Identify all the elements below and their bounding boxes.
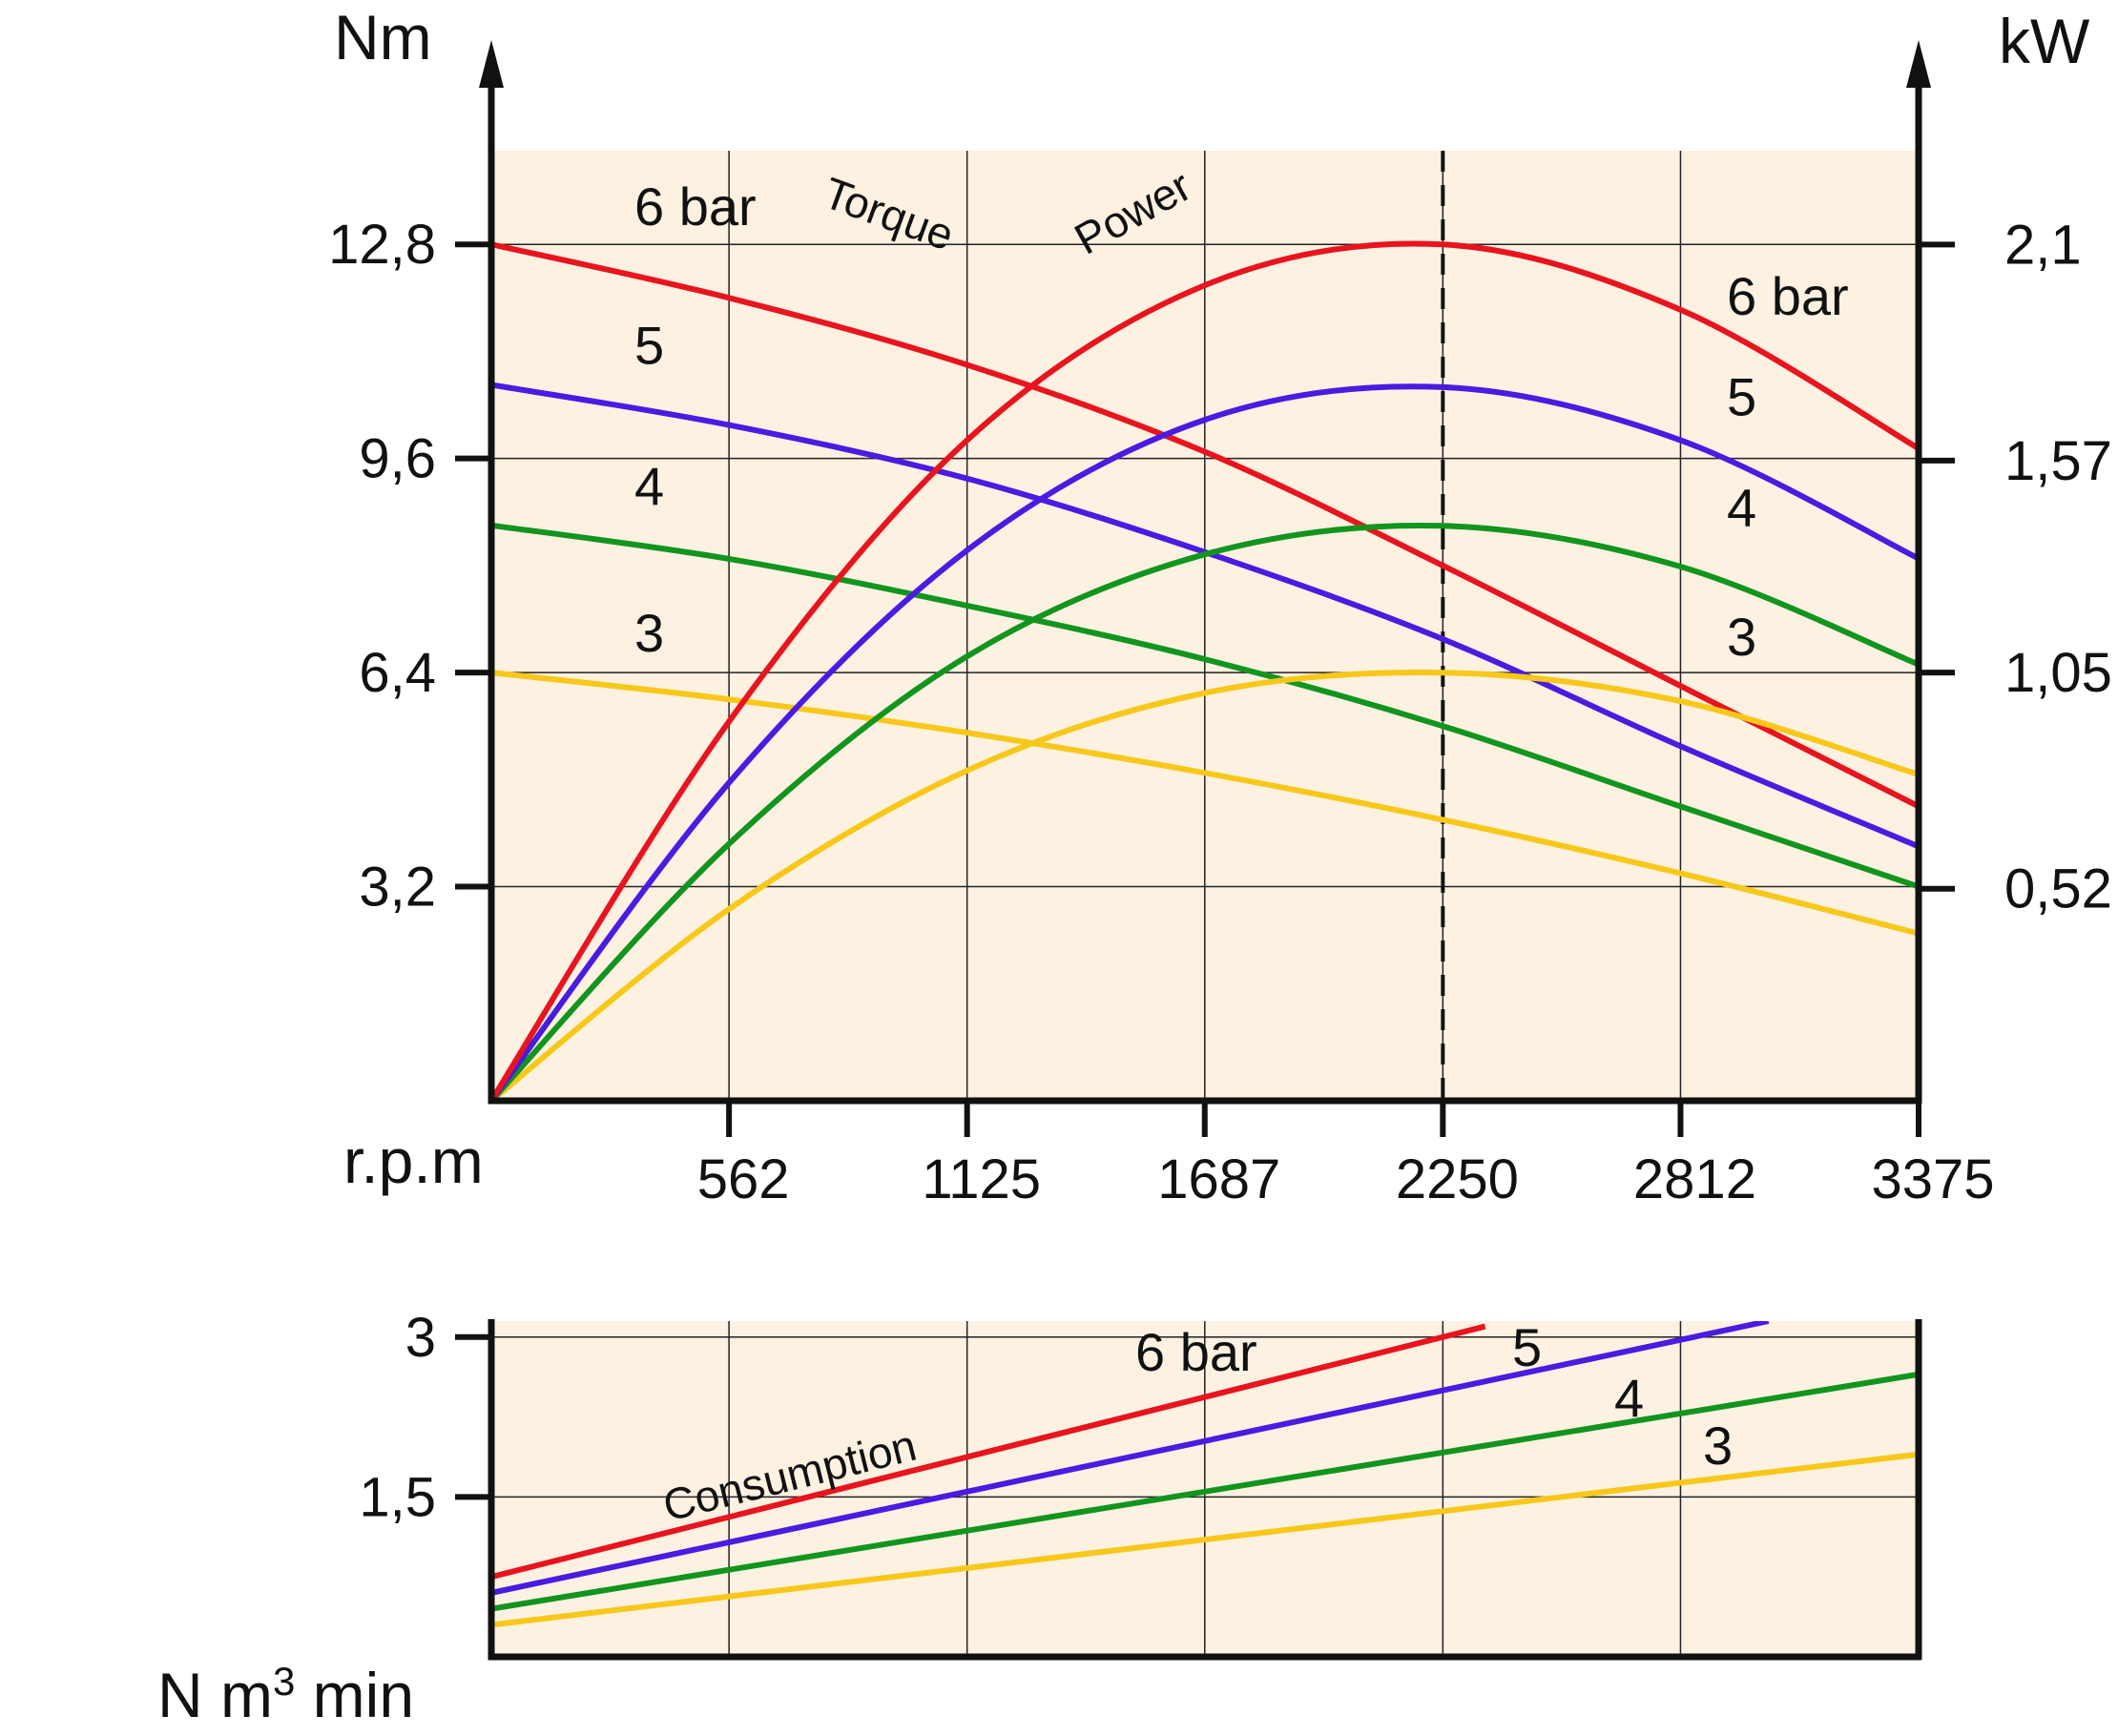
consumption-line-6-bar [491,1323,1486,1581]
y-left-tick-label-3-2: 3,2 [359,857,436,919]
y-left-tick-label-9-6: 9,6 [359,428,436,490]
y-left-axis-arrow [479,40,504,88]
y-right-tick-label-1-57: 1,57 [2004,430,2112,492]
x-tick-label-562: 562 [697,1148,790,1210]
torque-power-series [491,240,1919,1101]
power-series-label-5: 5 [1727,366,1756,426]
power-series-label-4: 4 [1727,478,1756,538]
consumption-unit-label: N m3 min [157,1659,414,1731]
power-series-label-3: 3 [1727,607,1756,667]
power-curve-4 [491,523,1919,1101]
consumption-y-tick-label-1-5: 1,5 [359,1466,436,1528]
torque-curve-3 [491,670,1919,937]
torque-curve-6-bar [491,241,1919,810]
power-curve-3 [491,669,1919,1101]
y-left-unit-label: Nm [334,2,432,72]
power-series-label-6-bar: 6 bar [1727,266,1849,326]
y-right-tick-label-1-05: 1,05 [2004,642,2112,704]
y-right-axis-arrow [1906,40,1931,88]
y-right-tick-label-0-52: 0,52 [2004,858,2112,920]
consumption-line-3 [491,1451,1919,1628]
y-right-unit-label: kW [1999,6,2090,76]
consumption-series-label-3: 3 [1703,1416,1733,1476]
consumption-grid [491,1321,1920,1657]
consumption-series [491,1321,1919,1628]
consumption-unit-suffix: min [295,1660,414,1730]
consumption-axes [488,1319,1922,1661]
x-tick-label-2812: 2812 [1633,1148,1756,1210]
torque-curve-4 [491,522,1919,890]
consumption-line-4 [491,1371,1919,1612]
torque-series-label-4: 4 [634,456,664,516]
torque-power-tick-labels: 3,2 6,4 9,6 12,8 0,52 1,05 1,57 2,1 562 1125 1687 2… [328,214,2112,1210]
consumption-tick-labels: 1,53 [359,1307,491,1528]
consumption-series-label-6-bar: 6 bar [1135,1322,1257,1382]
x-tick-label-1125: 1125 [922,1148,1041,1210]
consumption-unit-superscript: 3 [273,1659,295,1704]
torque-series-label-3: 3 [634,603,664,663]
torque-power-panel: 3,2 6,4 9,6 12,8 0,52 1,05 1,57 2,1 562 1125 1687 2… [328,2,2112,1210]
x-tick-label-1687: 1687 [1157,1148,1280,1210]
x-unit-label: r.p.m [343,1126,484,1196]
x-tick-label-3375: 3375 [1871,1148,1994,1210]
torque-series-label-5: 5 [634,315,664,375]
x-tick-label-2250: 2250 [1396,1148,1519,1210]
consumption-series-label-5: 5 [1512,1317,1542,1377]
consumption-panel: 1,53 6 bar 5 4 3 Consumption N m3 min [157,1307,1922,1731]
power-curve-6-bar [491,240,1919,1101]
y-left-tick-label-12-8: 12,8 [328,214,436,276]
torque-series-label-6-bar: 6 bar [634,176,757,237]
power-curve-5 [491,383,1919,1101]
consumption-series-label-4: 4 [1614,1368,1644,1428]
consumption-y-tick-label-3: 3 [405,1307,436,1369]
y-left-tick-label-6-4: 6,4 [359,642,436,704]
y-right-tick-label-2-1: 2,1 [2004,214,2082,276]
consumption-line-5 [491,1321,1770,1596]
consumption-unit-main: N m [157,1660,273,1730]
